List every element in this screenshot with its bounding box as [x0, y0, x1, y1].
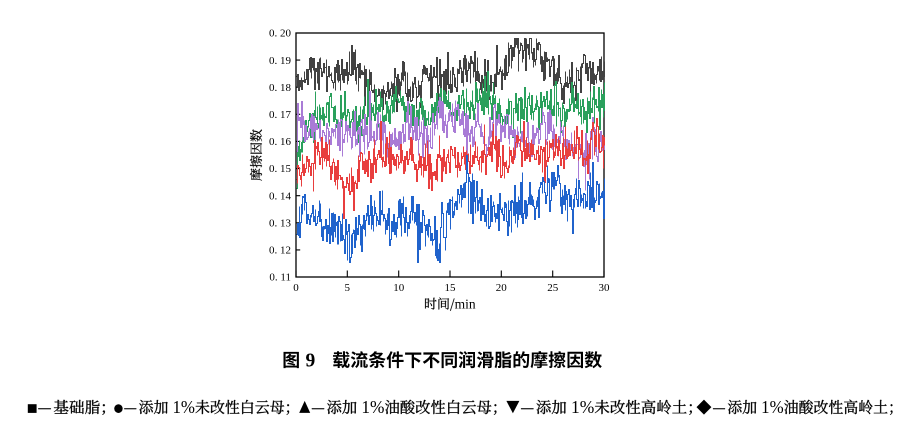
svg-text:0. 16: 0. 16 — [269, 136, 292, 148]
svg-text:5: 5 — [345, 282, 351, 294]
svg-text:30: 30 — [599, 282, 611, 294]
svg-text:25: 25 — [547, 282, 559, 294]
svg-text:0. 18: 0. 18 — [269, 82, 292, 94]
svg-text:9: 9 — [306, 351, 316, 372]
svg-text:15: 15 — [445, 282, 457, 294]
svg-text:0: 0 — [293, 282, 299, 294]
svg-text:0. 20: 0. 20 — [269, 28, 292, 40]
svg-text:0. 12: 0. 12 — [269, 245, 291, 257]
svg-text:1%: 1% — [173, 398, 195, 417]
svg-text:1%: 1% — [361, 397, 384, 417]
svg-text:0. 11: 0. 11 — [269, 272, 291, 284]
svg-text:0. 14: 0. 14 — [269, 190, 292, 202]
svg-text:1%: 1% — [761, 398, 783, 417]
svg-text:10: 10 — [393, 282, 405, 294]
svg-text:20: 20 — [496, 282, 508, 294]
svg-text:min: min — [455, 297, 476, 312]
svg-text:0. 15: 0. 15 — [269, 163, 292, 175]
svg-text:0. 17: 0. 17 — [269, 109, 292, 121]
svg-text:0. 13: 0. 13 — [269, 217, 292, 229]
svg-text:1%: 1% — [571, 397, 594, 417]
svg-text:0. 19: 0. 19 — [269, 55, 292, 67]
